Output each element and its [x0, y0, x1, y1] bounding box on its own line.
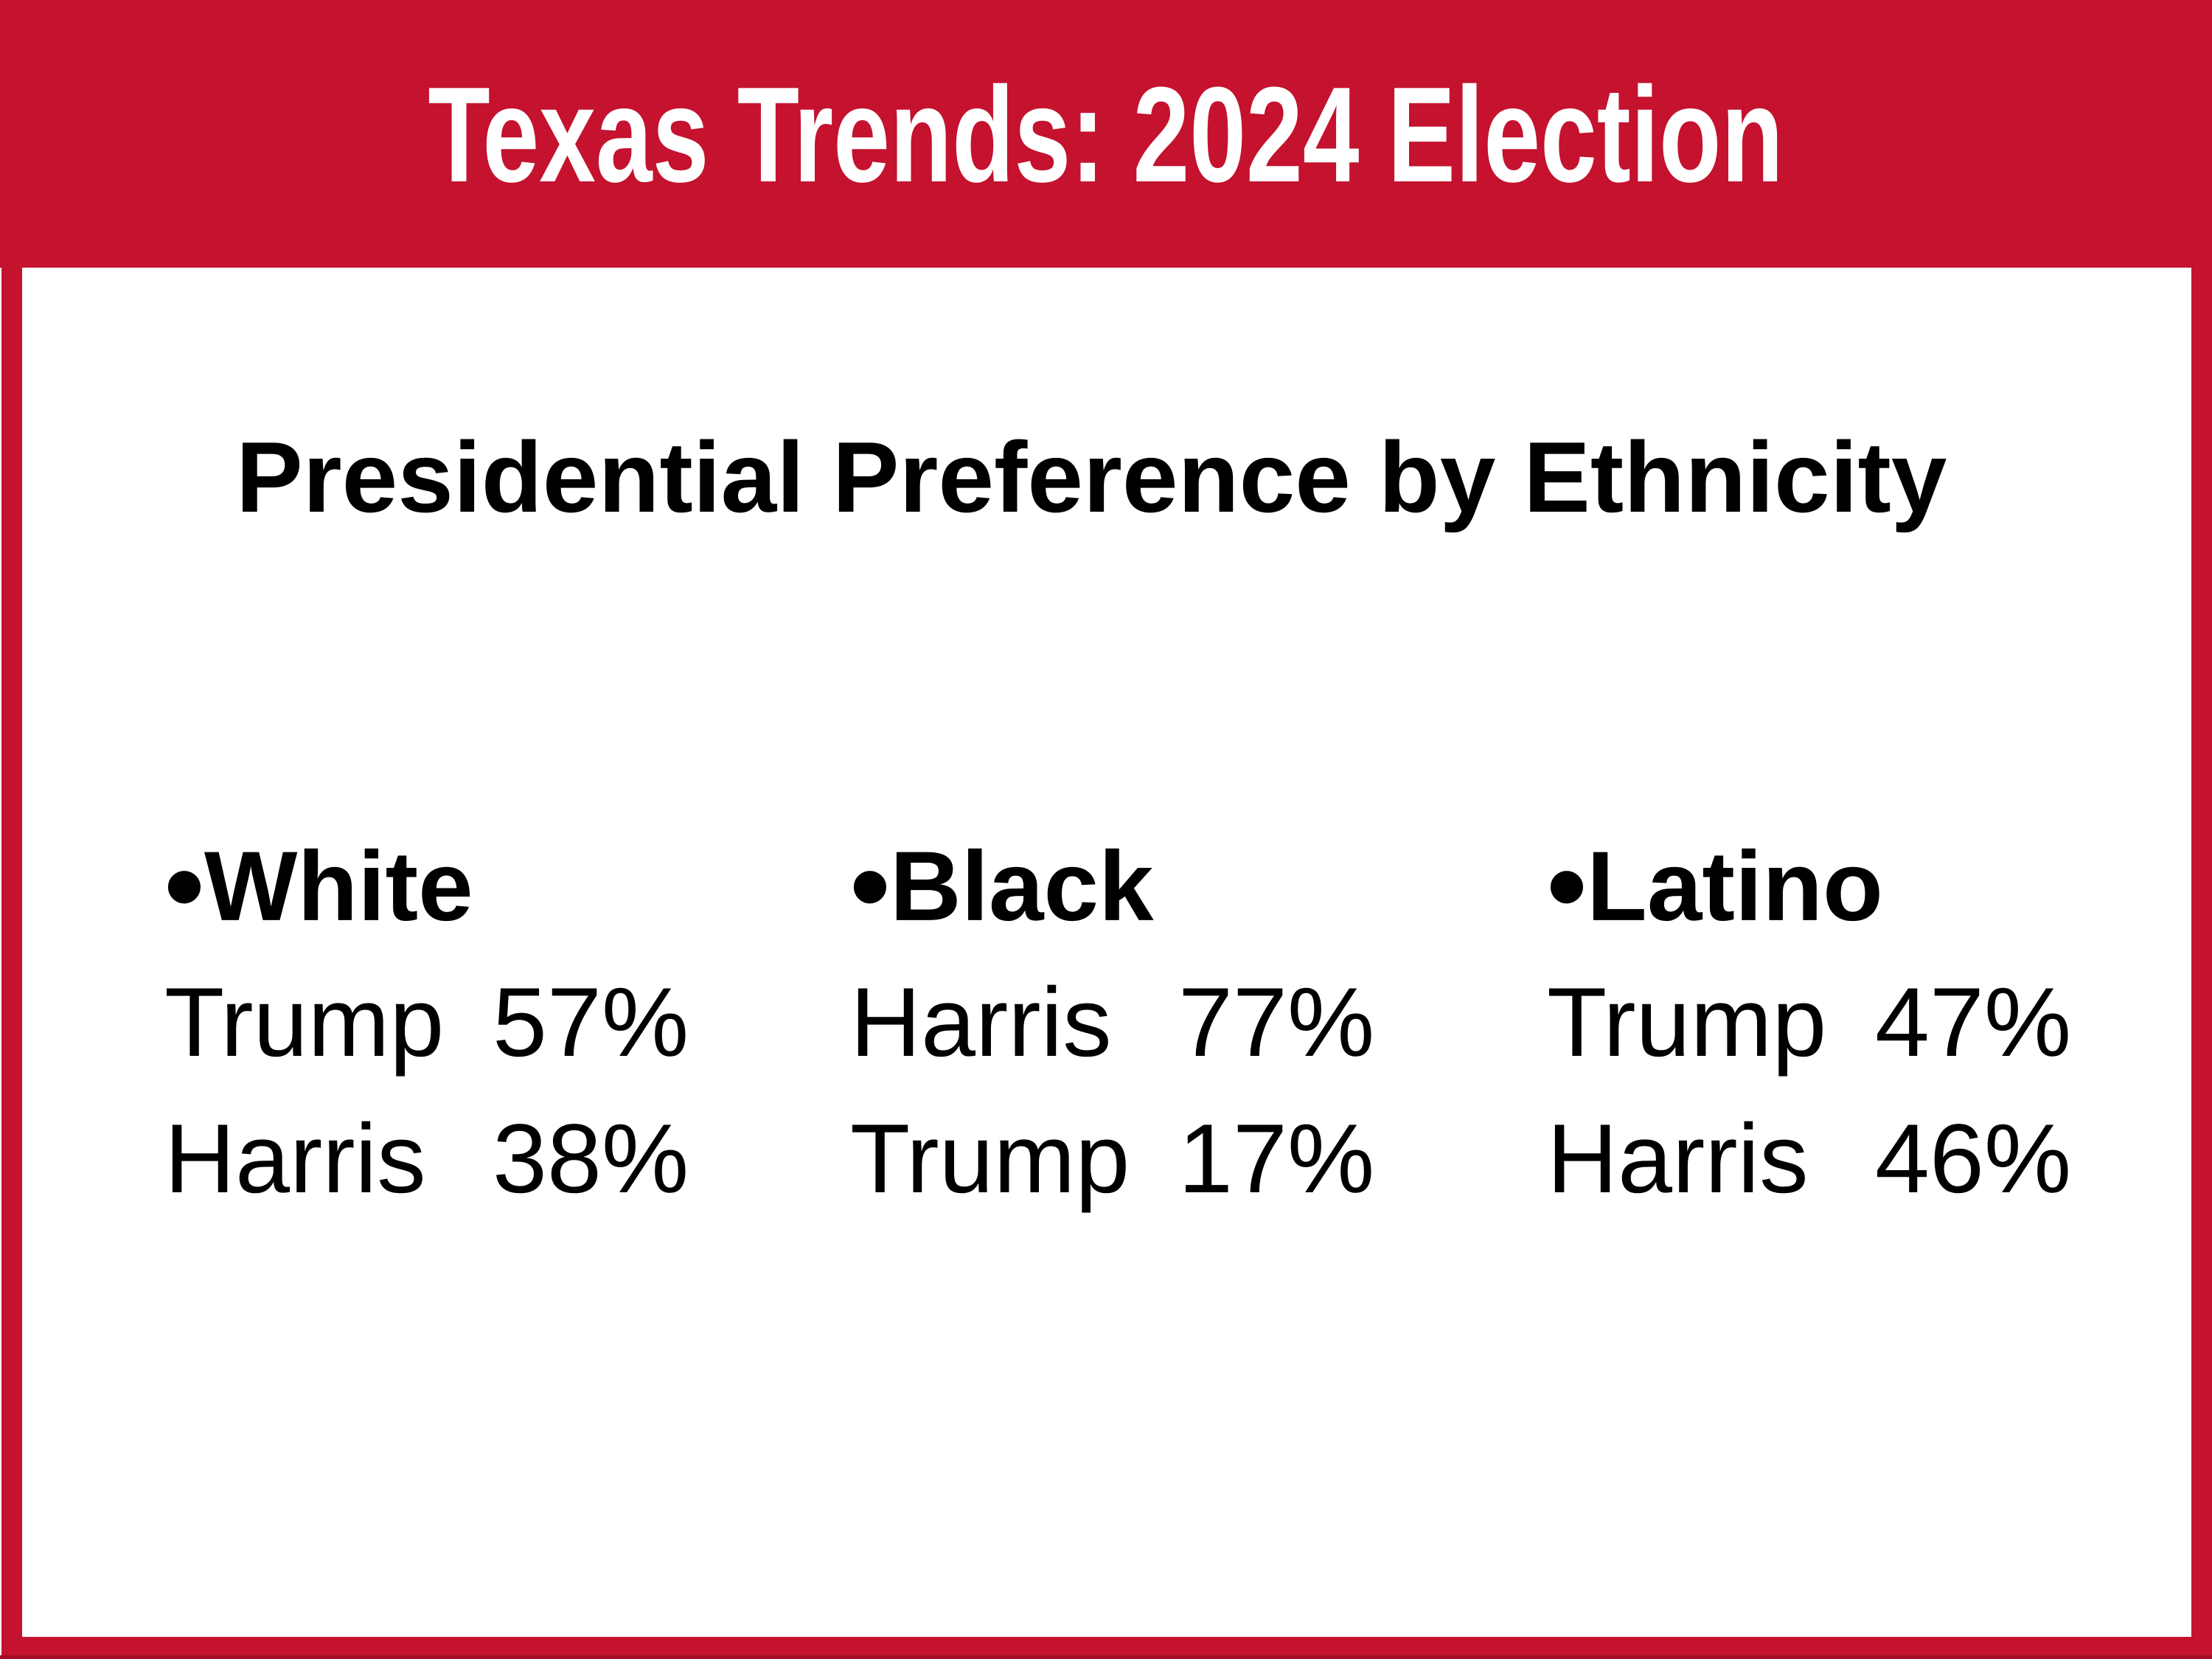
poll-row: Trump 57% — [164, 955, 689, 1091]
ethnicity-group-white: •White Trump 57% Harris 38% — [164, 817, 689, 1228]
slide-title: Texas Trends: 2024 Election — [428, 58, 1784, 210]
poll-row: Harris 77% — [850, 955, 1374, 1091]
candidate-percentage: 46% — [1875, 1104, 2072, 1214]
candidate-name: Trump — [1547, 967, 1827, 1077]
candidate-percentage: 38% — [493, 1104, 689, 1214]
ethnicity-group-black: •Black Harris 77% Trump 17% — [850, 817, 1374, 1228]
bullet-icon: • — [164, 821, 204, 949]
candidate-percentage: 47% — [1875, 967, 2072, 1077]
candidate-name: Trump — [850, 1104, 1130, 1214]
candidate-name: Harris — [1547, 1104, 1809, 1214]
candidate-percentage: 57% — [493, 967, 689, 1077]
section-heading: Presidential Preference by Ethnicity — [236, 421, 1947, 533]
poll-row: Trump 17% — [850, 1091, 1374, 1228]
candidate-name: Harris — [850, 967, 1112, 1077]
content-panel — [1, 268, 2212, 1659]
poll-row: Harris 46% — [1547, 1091, 2071, 1228]
group-header: •White — [164, 817, 689, 955]
group-label: Latino — [1586, 831, 1883, 942]
group-label: Black — [889, 831, 1154, 942]
bottom-edge-line — [0, 1655, 2212, 1659]
candidate-name: Trump — [164, 967, 445, 1077]
poll-row: Trump 47% — [1547, 955, 2071, 1091]
bullet-icon: • — [850, 821, 890, 949]
ethnicity-group-latino: •Latino Trump 47% Harris 46% — [1547, 817, 2071, 1228]
group-header: •Latino — [1547, 817, 2071, 955]
candidate-name: Harris — [164, 1104, 426, 1214]
poll-row: Harris 38% — [164, 1091, 689, 1228]
candidate-percentage: 77% — [1178, 967, 1375, 1077]
group-label: White — [204, 831, 473, 942]
candidate-percentage: 17% — [1178, 1104, 1375, 1214]
bullet-icon: • — [1547, 821, 1587, 949]
group-header: •Black — [850, 817, 1374, 955]
header-bar: Texas Trends: 2024 Election — [0, 0, 2212, 268]
